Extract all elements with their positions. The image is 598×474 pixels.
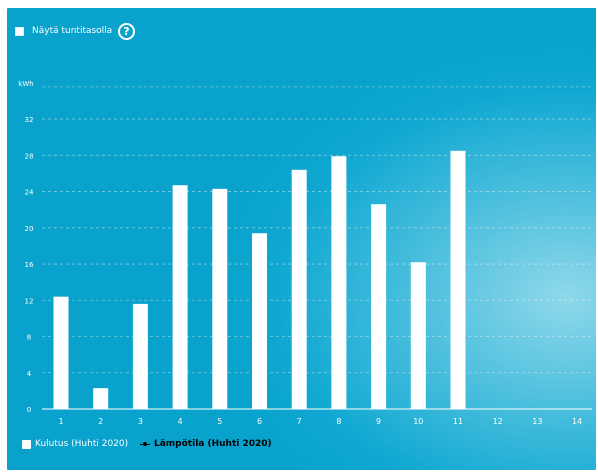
- bar: [93, 388, 109, 409]
- x-tick-label: 12: [493, 417, 503, 426]
- x-tick-label: 8: [336, 417, 341, 426]
- bar: [172, 185, 188, 409]
- y-tick-label: 0: [27, 406, 31, 414]
- legend-label-consumption: Kulutus (Huhti 2020): [35, 439, 129, 449]
- hourly-checkbox[interactable]: [15, 26, 24, 36]
- hourly-toggle-label: Näytä tuntitasolla: [32, 26, 113, 36]
- bar: [371, 204, 387, 409]
- y-tick-label: 8: [27, 334, 31, 342]
- bar: [53, 296, 69, 409]
- help-icon[interactable]: ?: [118, 23, 135, 40]
- legend-item-temperature[interactable]: Lämpötila (Huhti 2020): [140, 439, 272, 449]
- x-tick-label: 14: [572, 417, 582, 426]
- x-tick-label: 3: [138, 417, 143, 426]
- y-tick-label: 20: [25, 225, 34, 233]
- bar: [212, 188, 228, 409]
- x-tick-label: 7: [297, 417, 302, 426]
- x-tick-label: 2: [98, 417, 103, 426]
- y-axis-unit-label: kWh: [18, 80, 33, 88]
- x-tick-label: 11: [453, 417, 463, 426]
- x-tick-label: 10: [413, 417, 423, 426]
- bar: [132, 303, 148, 409]
- y-tick-label: 12: [25, 297, 34, 305]
- legend-swatch-consumption: [22, 439, 31, 449]
- y-tick-label: 24: [25, 189, 34, 197]
- x-tick-label: 6: [257, 417, 262, 426]
- hourly-toggle[interactable]: Näytä tuntitasolla: [15, 26, 112, 36]
- legend-label-temperature: Lämpötila (Huhti 2020): [154, 439, 272, 449]
- x-tick-label: 13: [532, 417, 542, 426]
- bar: [410, 262, 426, 409]
- y-tick-label: 32: [25, 116, 34, 124]
- bar: [331, 156, 347, 409]
- x-tick-label: 4: [178, 417, 183, 426]
- y-tick-label: 16: [25, 261, 34, 269]
- x-tick-label: 9: [376, 417, 381, 426]
- x-tick-label: 1: [58, 417, 63, 426]
- y-tick-label: 28: [25, 152, 34, 160]
- bar: [450, 150, 466, 410]
- y-tick-label: 4: [27, 370, 32, 378]
- bar: [252, 233, 267, 409]
- bar: [291, 169, 307, 409]
- legend-swatch-temperature: [140, 441, 150, 446]
- x-tick-label: 5: [217, 417, 222, 426]
- chart-panel: Näytä tuntitasolla ? 0 4 8 12 16 20 24 28 32 kWh 1…: [7, 8, 596, 470]
- legend-item-consumption[interactable]: Kulutus (Huhti 2020): [22, 439, 128, 449]
